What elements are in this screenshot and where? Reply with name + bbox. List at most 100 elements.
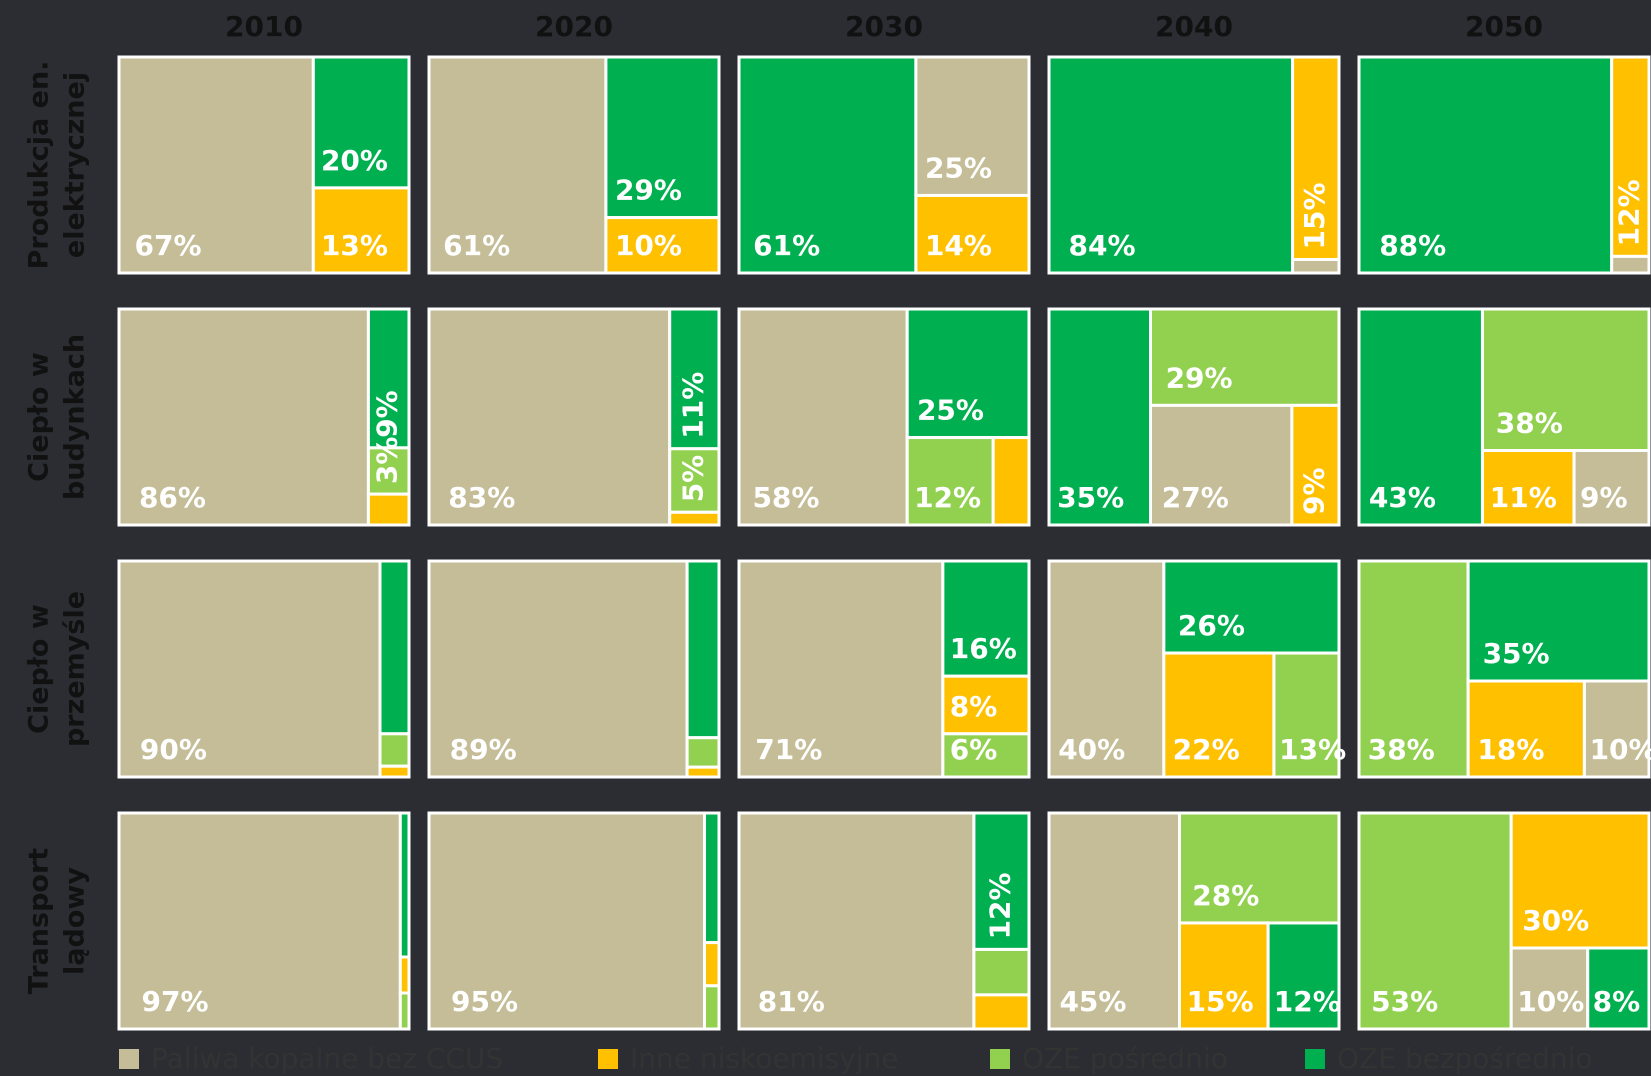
cell (1357, 811, 1513, 1031)
cell (668, 510, 721, 527)
value-label: 12% (1274, 985, 1341, 1018)
value-label: 29% (615, 174, 682, 207)
cell (1357, 307, 1484, 527)
value-label: 15% (1187, 985, 1254, 1018)
cell (378, 732, 411, 768)
cell (914, 193, 1031, 275)
cell (1047, 307, 1152, 527)
year-label: 2030 (845, 10, 923, 43)
cell (941, 732, 1031, 779)
legend-label: OZE bezpośrednio (1337, 1042, 1593, 1075)
cell (1149, 403, 1294, 527)
value-label: 25% (917, 394, 984, 427)
value-label: 30% (1522, 904, 1589, 937)
value-label: 95% (451, 985, 518, 1018)
cell (685, 559, 721, 740)
value-label: 8% (1593, 985, 1641, 1018)
value-label: 11% (1490, 481, 1557, 514)
cell (1178, 811, 1341, 925)
cell (1291, 258, 1341, 275)
value-label: 26% (1178, 609, 1245, 642)
cell (366, 492, 411, 527)
value-label: 58% (752, 481, 819, 514)
cell (1291, 55, 1341, 261)
value-label: 10% (1517, 985, 1584, 1018)
cell (1586, 946, 1651, 1031)
cell (1572, 449, 1651, 527)
cell (668, 447, 721, 514)
cell (427, 811, 706, 1031)
legend-label: Paliwa kopalne bez CCUS (151, 1042, 503, 1075)
value-label: 61% (753, 229, 820, 262)
value-label: 81% (758, 985, 825, 1018)
value-label: 35% (1483, 637, 1550, 670)
row-label: Transport (24, 848, 55, 994)
cell (427, 55, 608, 275)
cell (117, 307, 370, 527)
cell (1178, 921, 1270, 1031)
cell (311, 55, 411, 190)
value-label: 22% (1173, 733, 1240, 766)
value-label: 12% (983, 872, 1016, 939)
cell (737, 811, 976, 1031)
value-label: 6% (950, 733, 998, 766)
cell (1509, 946, 1590, 1031)
value-label: 5% (676, 455, 709, 503)
value-label: 10% (615, 229, 682, 262)
cell (1149, 307, 1341, 407)
legend-label: Inne niskoemisyjne (630, 1042, 899, 1075)
cell (427, 307, 672, 527)
value-label: 29% (1166, 361, 1233, 394)
cell (685, 765, 721, 779)
value-label: 10% (1590, 733, 1651, 766)
value-label: 88% (1379, 229, 1446, 262)
legend-swatch (990, 1049, 1010, 1069)
value-label: 35% (1057, 481, 1124, 514)
year-label: 2020 (535, 10, 613, 43)
value-label: 3% (371, 437, 404, 485)
legend-swatch (119, 1049, 139, 1069)
value-label: 8% (950, 690, 998, 723)
cell (972, 811, 1031, 951)
value-label: 9% (1580, 481, 1628, 514)
cell (398, 811, 411, 959)
value-label: 13% (1279, 733, 1346, 766)
cell (1357, 55, 1614, 275)
value-label: 86% (139, 481, 206, 514)
value-label: 12% (1612, 179, 1645, 246)
value-label: 40% (1058, 733, 1125, 766)
value-label: 11% (676, 372, 709, 439)
year-label: 2040 (1155, 10, 1233, 43)
cell (737, 55, 918, 275)
row-label: Produkcja en. (24, 61, 55, 270)
row-label: budynkach (60, 334, 91, 500)
cell (737, 307, 909, 527)
cell (991, 436, 1031, 527)
value-label: 12% (914, 481, 981, 514)
cell (1509, 811, 1651, 950)
cell (117, 55, 315, 275)
value-label: 89% (450, 733, 517, 766)
value-label: 18% (1477, 733, 1544, 766)
row-label: Ciepło w (24, 604, 55, 734)
value-label: 20% (321, 144, 388, 177)
cell (972, 993, 1031, 1031)
year-label: 2010 (225, 10, 303, 43)
cell (1357, 559, 1470, 779)
cell (604, 216, 721, 275)
cell (1047, 559, 1166, 779)
value-label: 90% (140, 733, 207, 766)
value-label: 9% (371, 390, 404, 438)
row-label: lądowy (60, 867, 91, 975)
value-label: 43% (1369, 481, 1436, 514)
cell (117, 811, 402, 1031)
value-label: 45% (1059, 985, 1126, 1018)
cell (1047, 811, 1181, 1031)
cell (972, 947, 1031, 997)
cell (378, 764, 411, 779)
cell (1047, 55, 1295, 275)
cell (117, 559, 382, 779)
value-label: 83% (448, 481, 515, 514)
row-label: przemyśle (60, 591, 91, 747)
